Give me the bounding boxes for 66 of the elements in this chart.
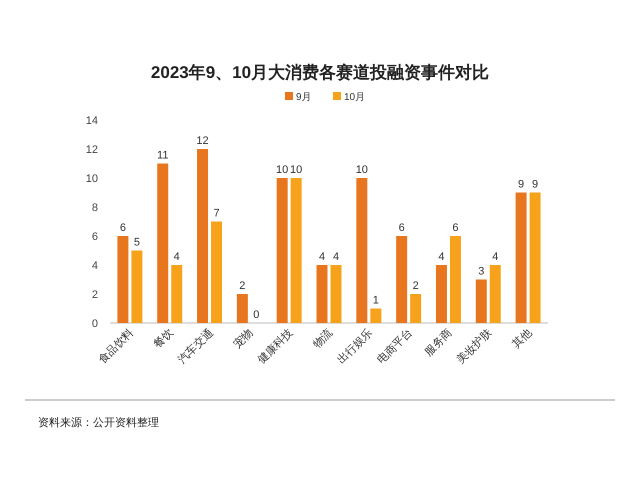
x-tick-label: 宠物	[230, 326, 256, 351]
chart-title: 2023年9、10月大消费各赛道投融资事件对比	[150, 63, 490, 82]
data-label: 1	[372, 294, 379, 306]
bar	[516, 192, 527, 323]
data-label: 2	[239, 280, 246, 292]
x-tick-label: 出行娱乐	[334, 326, 375, 366]
bar	[370, 308, 382, 323]
x-tick-label: 汽车交通	[175, 326, 216, 366]
y-tick-label: 10	[86, 173, 98, 185]
bar	[171, 265, 182, 323]
x-tick-label: 美妆护肤	[454, 326, 494, 366]
data-label: 4	[318, 251, 326, 263]
data-label: 6	[398, 222, 405, 234]
data-label: 9	[532, 178, 538, 190]
y-tick-label: 12	[86, 144, 98, 156]
data-label: 10	[356, 164, 368, 176]
data-label: 9	[518, 178, 524, 190]
data-label: 7	[213, 208, 220, 220]
y-tick-label: 0	[92, 318, 98, 330]
bar	[330, 265, 342, 323]
data-label: 11	[157, 150, 168, 162]
x-tick-label: 食品饮料	[96, 326, 136, 366]
bar	[211, 222, 222, 323]
legend-label: 9月	[296, 92, 312, 103]
data-label: 6	[452, 222, 459, 234]
data-label: 10	[276, 164, 288, 176]
bar	[490, 265, 501, 323]
y-tick-label: 14	[86, 115, 98, 127]
y-tick-label: 4	[92, 260, 98, 272]
bar	[276, 178, 288, 323]
bar	[396, 236, 408, 323]
bar	[450, 236, 461, 323]
legend-label: 10月	[344, 92, 366, 103]
text: 资料来源：公开资料整理	[38, 416, 159, 429]
bar	[356, 178, 368, 323]
x-tick-label: 其他	[509, 326, 534, 351]
bar	[236, 294, 248, 323]
bar	[410, 294, 422, 323]
x-tick-label: 餐饮	[152, 326, 176, 351]
data-label: 4	[438, 251, 445, 263]
bar	[117, 236, 128, 323]
bar	[436, 265, 447, 323]
data-label: 5	[134, 236, 140, 248]
bar	[530, 192, 541, 323]
x-tick-label: 健康科技	[255, 326, 296, 366]
data-label: 0	[253, 309, 260, 321]
data-label: 2	[412, 280, 419, 292]
x-tick-label: 物流	[310, 326, 336, 351]
y-tick-label: 6	[92, 231, 98, 243]
y-tick-label: 8	[92, 202, 98, 214]
data-label: 4	[332, 251, 340, 263]
data-label: 6	[120, 222, 126, 234]
bar	[290, 178, 302, 323]
data-label: 3	[478, 266, 484, 278]
x-tick-label: 服务商	[422, 326, 455, 358]
bar	[131, 250, 142, 323]
data-label: 4	[492, 251, 498, 263]
bar	[197, 149, 208, 323]
bar	[316, 265, 328, 323]
data-label: 10	[290, 164, 302, 176]
bar	[157, 164, 168, 323]
x-tick-label: 电商平台	[374, 326, 415, 366]
bar	[476, 280, 487, 323]
data-label: 4	[174, 251, 180, 263]
y-tick-label: 2	[92, 289, 98, 301]
data-label: 12	[196, 135, 209, 147]
